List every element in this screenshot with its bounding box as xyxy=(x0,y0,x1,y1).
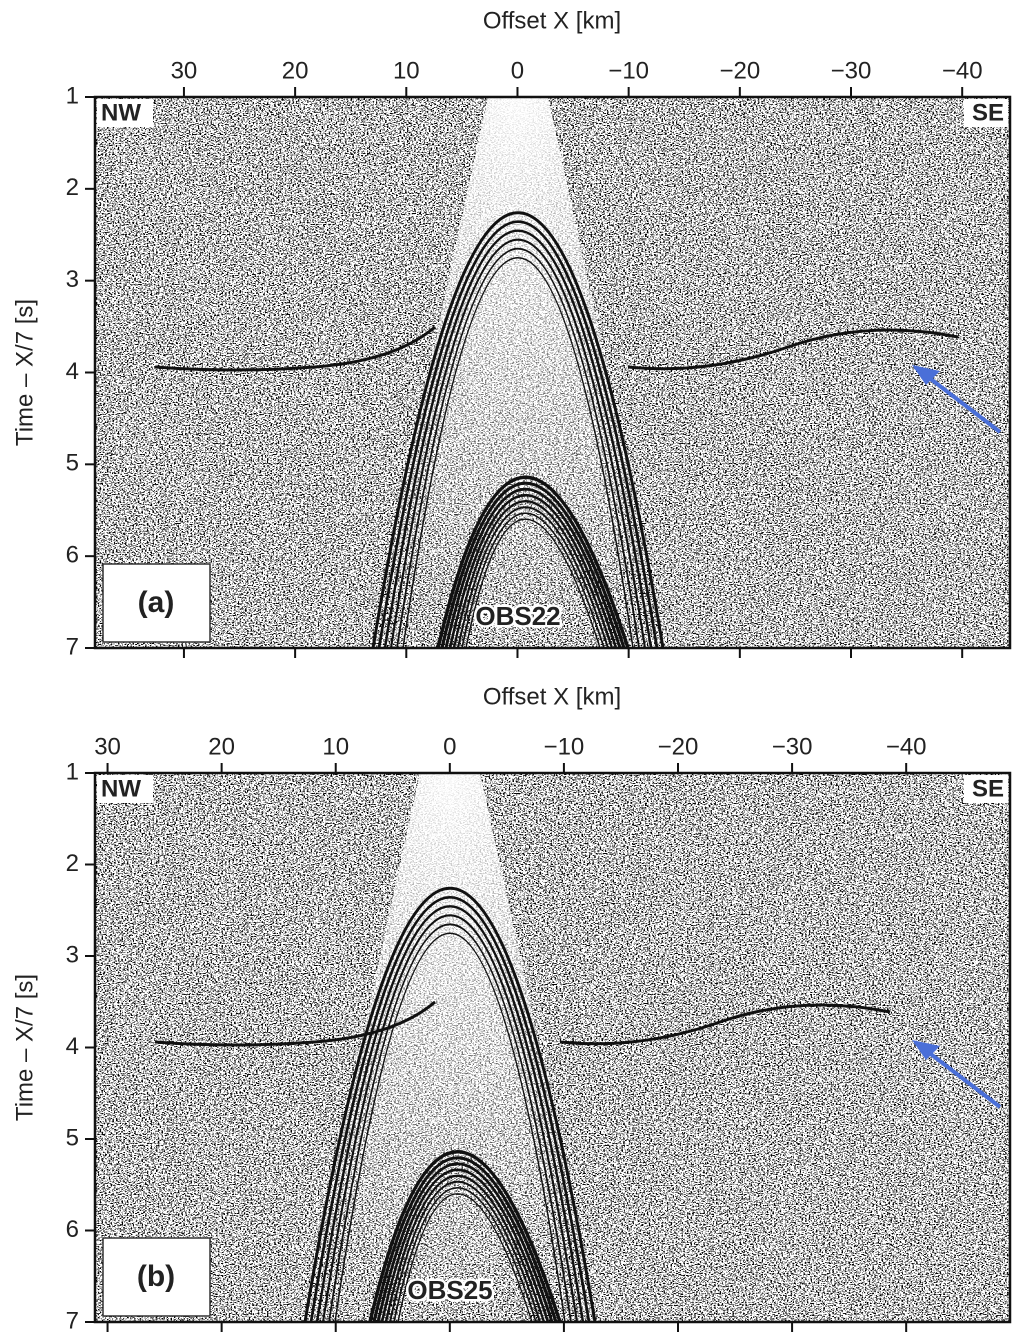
x-tick-label: −10 xyxy=(608,57,649,84)
x-tick-label: −10 xyxy=(544,733,585,760)
y-tick-label: 7 xyxy=(66,1307,79,1333)
arrival xyxy=(393,1187,537,1322)
arrival xyxy=(376,1162,554,1322)
y-tick-label: 4 xyxy=(66,358,79,385)
arrival xyxy=(383,229,653,648)
record-section xyxy=(95,773,1010,1322)
label-bg xyxy=(97,99,153,127)
panel-label: (a) xyxy=(138,586,175,619)
arrival xyxy=(444,488,622,648)
label-bg xyxy=(964,99,1008,127)
label-bg xyxy=(964,775,1008,803)
panel-label-box xyxy=(102,563,211,643)
arrival xyxy=(440,481,626,648)
arrival xyxy=(372,1156,558,1322)
record-section xyxy=(95,97,1010,648)
arrival xyxy=(457,506,609,648)
x-tick-label: −40 xyxy=(942,57,983,84)
station-label: OBS22 xyxy=(475,601,560,631)
arrival xyxy=(371,211,665,648)
y-tick-label: 7 xyxy=(66,633,79,660)
direction-label: NW xyxy=(101,99,141,126)
arrival xyxy=(309,895,591,1322)
y-tick-label: 3 xyxy=(66,941,79,968)
arrow-head xyxy=(912,364,940,385)
panel-label: (b) xyxy=(137,1260,175,1293)
arrival xyxy=(315,905,585,1322)
arrival xyxy=(396,248,640,648)
arrival xyxy=(384,1174,546,1322)
x-tick-label: −20 xyxy=(719,57,760,84)
arrival xyxy=(397,1193,533,1322)
x-tick-label: −40 xyxy=(886,733,927,760)
x-tick-label: 0 xyxy=(443,733,456,760)
arrival xyxy=(334,932,566,1322)
reflection xyxy=(154,325,436,372)
arrival xyxy=(452,500,614,648)
y-tick-label: 1 xyxy=(66,758,79,785)
arrival xyxy=(461,512,605,648)
y-tick-label: 4 xyxy=(66,1033,79,1060)
x-tick-label: 20 xyxy=(208,733,235,760)
arrival xyxy=(303,886,597,1322)
y-tick-label: 6 xyxy=(66,542,79,569)
y-tick-label: 2 xyxy=(66,174,79,201)
y-tick-label: 6 xyxy=(66,1216,79,1243)
station-label: OBS25 xyxy=(407,1275,492,1305)
arrival xyxy=(328,923,572,1322)
x-tick-label: −30 xyxy=(831,57,872,84)
y-tick-label: 5 xyxy=(66,450,79,477)
label-bg xyxy=(97,775,153,803)
quiet-cone xyxy=(368,97,668,648)
arrival xyxy=(448,493,618,648)
x-tick-label: 30 xyxy=(94,733,121,760)
arrival xyxy=(389,1181,541,1322)
y-tick-label: 3 xyxy=(66,266,79,293)
y-axis-title: Time – X/7 [s] xyxy=(11,974,38,1121)
reflection xyxy=(559,1003,891,1046)
y-tick-label: 1 xyxy=(66,82,79,109)
x-tick-label: −20 xyxy=(658,733,699,760)
direction-label: NW xyxy=(101,775,141,802)
x-axis-title: Offset X [km] xyxy=(483,683,621,710)
y-tick-label: 2 xyxy=(66,850,79,877)
x-tick-label: −30 xyxy=(772,733,813,760)
arrival xyxy=(377,220,659,648)
arrival xyxy=(321,914,579,1322)
panel-label-box xyxy=(102,1237,211,1317)
arrival xyxy=(368,1150,562,1322)
direction-label: SE xyxy=(972,775,1004,802)
direction-label: SE xyxy=(972,99,1004,126)
arrival xyxy=(465,518,601,648)
x-tick-label: 30 xyxy=(171,57,198,84)
x-tick-label: 20 xyxy=(282,57,309,84)
y-axis-title: Time – X/7 [s] xyxy=(11,299,38,446)
x-axis-title: Offset X [km] xyxy=(483,7,621,34)
arrival xyxy=(389,238,647,648)
reflection xyxy=(627,328,959,371)
quiet-cone xyxy=(300,773,600,1322)
reflection xyxy=(154,1000,436,1047)
arrival xyxy=(402,256,634,648)
arrow-head xyxy=(912,1040,940,1061)
x-tick-label: 10 xyxy=(393,57,420,84)
arrival xyxy=(436,475,630,648)
y-tick-label: 5 xyxy=(66,1124,79,1151)
arrival xyxy=(380,1168,550,1322)
x-tick-label: 10 xyxy=(322,733,349,760)
x-tick-label: 0 xyxy=(511,57,524,84)
